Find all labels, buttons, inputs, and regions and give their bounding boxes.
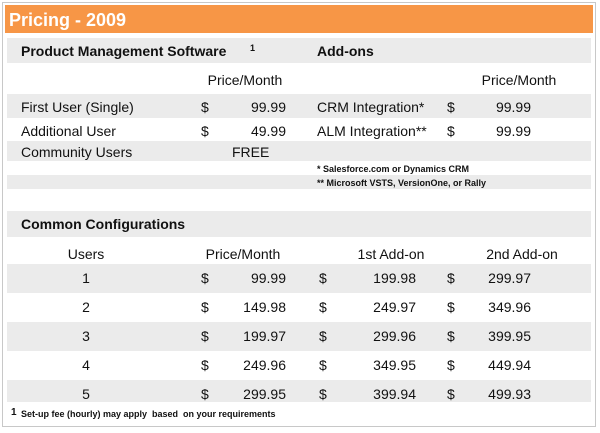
price: 249.97 [373,299,416,315]
row-label: Additional User [21,123,116,139]
row-label: Community Users [21,144,133,160]
currency: $ [201,123,209,139]
users: 5 [82,386,90,402]
currency: $ [319,270,327,286]
note: ** Microsoft VSTS, VersionOne, or Rally [317,178,487,188]
currency: $ [201,99,209,115]
price: 199.97 [243,328,286,344]
band [7,211,591,237]
currency: $ [447,357,455,373]
currency: $ [319,299,327,315]
price: 99.99 [250,99,286,115]
price: 99.99 [495,99,531,115]
currency: $ [447,123,455,139]
row-label: CRM Integration* [317,99,425,115]
currency: $ [447,99,455,115]
section-heading: Add-ons [317,43,374,59]
price: 449.94 [488,357,531,373]
currency: $ [447,270,455,286]
band [7,264,591,293]
price: 99.99 [250,270,286,286]
currency: $ [319,328,327,344]
price: 299.96 [373,328,416,344]
price: 249.96 [243,357,286,373]
band [7,380,591,402]
price: 49.99 [250,123,286,139]
currency: $ [201,270,209,286]
currency: $ [201,357,209,373]
currency: $ [447,299,455,315]
currency: $ [447,328,455,344]
price: 399.95 [488,328,531,344]
price: 349.96 [488,299,531,315]
currency: $ [447,386,455,402]
currency: $ [201,299,209,315]
page-title: Pricing - 2009 [9,10,127,30]
row-label: First User (Single) [21,99,134,115]
price: 299.97 [488,270,531,286]
band [7,94,591,118]
pricing-sheet: Pricing - 2009 Product Management Softwar… [2,2,596,427]
users: 4 [82,357,90,373]
column-header: Price/Month [205,246,281,262]
price: 399.94 [373,386,416,402]
band [7,322,591,351]
section-heading: Common Configurations [21,216,186,232]
superscript: 1 [250,43,256,53]
currency: $ [201,386,209,402]
footnote: Set-up fee (hourly) may apply based on y… [21,409,276,419]
title-bar [5,5,593,33]
column-header: 1st Add-on [357,246,425,262]
users: 1 [82,270,90,286]
row-label: ALM Integration** [317,123,427,139]
price: 499.93 [488,386,531,402]
price: FREE [232,144,270,160]
price: 349.95 [373,357,416,373]
band [7,175,591,189]
band [7,38,591,63]
column-header: Price/Month [207,72,283,88]
currency: $ [201,328,209,344]
price: 199.98 [373,270,416,286]
column-header: Users [67,246,105,262]
note: * Salesforce.com or Dynamics CRM [317,164,470,174]
price: 99.99 [495,123,531,139]
footnote-mark: 1 [11,407,17,418]
users: 3 [82,328,90,344]
band [7,141,591,161]
currency: $ [319,386,327,402]
price: 299.95 [243,386,286,402]
currency: $ [319,357,327,373]
users: 2 [82,299,90,315]
column-header: 2nd Add-on [486,246,558,262]
price: 149.98 [243,299,286,315]
section-heading: Product Management Software [21,43,227,59]
column-header: Price/Month [481,72,557,88]
